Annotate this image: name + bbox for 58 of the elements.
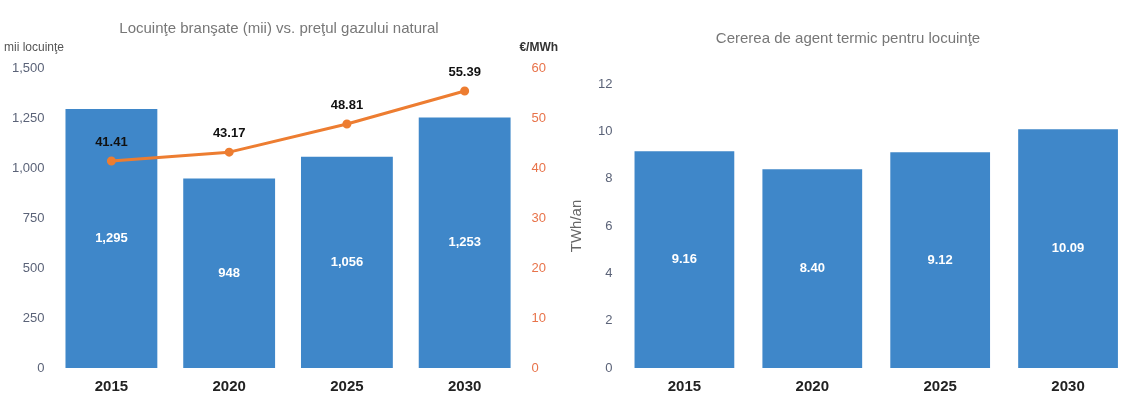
bar (762, 169, 863, 368)
y-tick-label: 6 (605, 217, 613, 233)
y-tick-label: 12 (597, 75, 613, 91)
bar (1018, 129, 1118, 368)
data-label: 48.81 (330, 97, 364, 113)
data-label: 9.16 (671, 251, 698, 267)
data-label: 1,056 (330, 253, 364, 269)
x-tick-label: 2015 (94, 377, 129, 395)
bar (183, 178, 276, 368)
data-label: 8.40 (799, 260, 825, 276)
chart-title: Locuinţe branşate (mii) vs. preţul gazului natural (119, 19, 439, 37)
x-tick-label: 2025 (923, 377, 957, 395)
y-tick-label: 500 (22, 259, 45, 275)
y-tick-label: 750 (22, 209, 45, 225)
bar (300, 156, 393, 368)
data-label: 55.39 (448, 64, 481, 80)
y-tick-label: 0 (605, 359, 613, 375)
data-label: 41.41 (95, 134, 128, 150)
x-tick-label: 2020 (212, 377, 246, 395)
y-tick-label: 250 (22, 309, 45, 325)
y2-tick-label: 0 (531, 359, 539, 375)
point (342, 119, 352, 129)
y2-tick-label: 50 (531, 109, 547, 125)
y-tick-label: 10 (597, 122, 613, 138)
y-tick-label: 4 (605, 264, 613, 280)
data-label: 10.09 (1051, 240, 1085, 256)
x-tick-label: 2015 (667, 377, 702, 395)
chart-title: Cererea de agent termic pentru locuinţe (715, 29, 981, 47)
bar (418, 117, 511, 368)
data-label: 948 (218, 264, 241, 280)
y2-tick-label: 30 (531, 209, 547, 225)
y-axis-title: mii locuinţe (4, 40, 65, 55)
y-tick-label: 1,250 (11, 109, 45, 125)
y-tick-label: 2 (605, 312, 613, 328)
y2-tick-label: 40 (531, 159, 547, 175)
bar (890, 152, 991, 368)
y2-tick-label: 20 (531, 259, 547, 275)
y2-axis-title: €/MWh (519, 40, 559, 55)
data-label: 1,295 (95, 230, 128, 246)
y-tick-label: 1,500 (11, 59, 45, 75)
x-tick-label: 2030 (1051, 377, 1085, 395)
y-tick-label: 0 (37, 359, 45, 375)
point (460, 86, 470, 96)
y-axis-title: TWh/an (567, 199, 585, 253)
bar (634, 151, 735, 368)
y2-tick-label: 60 (531, 59, 547, 75)
data-label: 43.17 (212, 125, 246, 141)
y-tick-label: 8 (605, 170, 613, 186)
x-tick-label: 2025 (330, 377, 364, 395)
point (106, 156, 116, 166)
point (224, 147, 234, 157)
x-tick-label: 2030 (447, 377, 482, 395)
data-label: 9.12 (927, 251, 953, 267)
x-tick-label: 2020 (795, 377, 829, 395)
bar (65, 109, 158, 368)
data-label: 1,253 (448, 234, 481, 250)
y2-tick-label: 10 (531, 309, 547, 325)
y-tick-label: 1,000 (11, 159, 45, 175)
